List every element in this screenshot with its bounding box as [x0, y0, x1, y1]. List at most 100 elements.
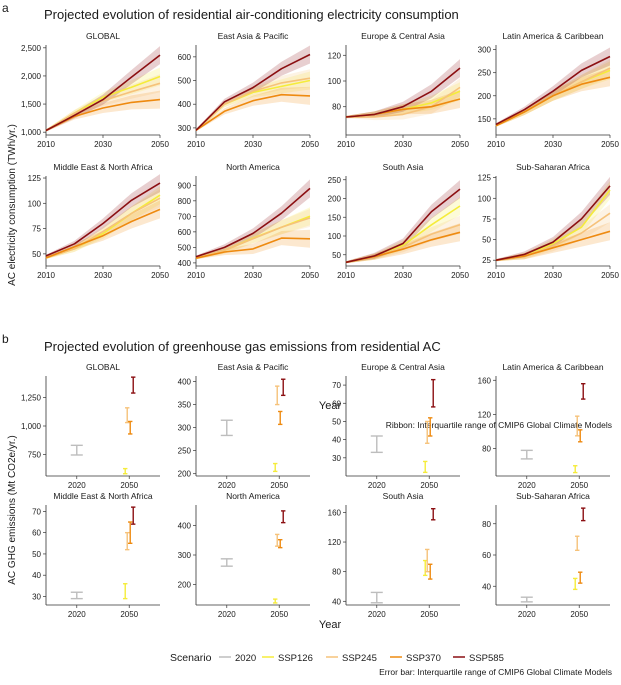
x-tick-label: 2050	[420, 481, 438, 490]
legend-label-ssp585: SSP585	[469, 653, 504, 664]
y-tick-label: 25	[482, 256, 491, 265]
y-tick-label: 1,000	[21, 128, 42, 137]
errorbar-ssp585	[581, 382, 586, 400]
series-line-ssp585	[195, 53, 311, 131]
x-tick-label: 2020	[368, 481, 386, 490]
series-line-ssp585	[45, 54, 161, 132]
y-tick-label: 100	[328, 77, 342, 86]
y-tick-label: 900	[178, 181, 192, 190]
series-line-ssp245	[195, 77, 311, 131]
y-tick-label: 80	[482, 445, 491, 454]
errorbar-ssp585	[281, 510, 286, 524]
y-tick-label: 400	[178, 100, 192, 109]
x-tick-label: 2050	[270, 481, 288, 490]
y-tick-label: 150	[478, 115, 492, 124]
y-tick-label: 800	[178, 197, 192, 206]
errorbar-ssp370	[278, 410, 283, 426]
y-tick-label: 60	[32, 529, 41, 538]
y-tick-label: 50	[482, 236, 491, 245]
panel-a-xlabel: Year	[319, 400, 342, 412]
x-tick-label: 2010	[487, 140, 505, 149]
y-tick-label: 300	[178, 424, 192, 433]
x-tick-label: 2050	[151, 140, 169, 149]
y-tick-label: 50	[32, 550, 41, 559]
ribbon-ssp245	[346, 78, 460, 121]
x-tick-label: 2030	[394, 271, 412, 280]
y-tick-label: 120	[478, 410, 492, 419]
errorbar-ssp126	[123, 583, 128, 600]
x-tick-label: 2010	[487, 271, 505, 280]
y-tick-label: 80	[482, 520, 491, 529]
errorbar-ssp245	[125, 407, 130, 424]
y-tick-label: 120	[328, 538, 342, 547]
errorbar-ssp370	[578, 571, 583, 584]
y-tick-label: 2,500	[21, 44, 42, 53]
x-tick-label: 2050	[451, 271, 469, 280]
y-tick-label: 400	[178, 259, 192, 268]
errorbar-ssp370	[428, 563, 433, 580]
y-tick-label: 750	[28, 450, 42, 459]
series-line-ssp585	[345, 67, 461, 118]
y-tick-label: 125	[28, 174, 42, 183]
errorbar-ssp370	[128, 521, 133, 544]
x-tick-label: 2020	[68, 481, 86, 490]
errorbar-ssp245	[425, 420, 430, 444]
errorbar-ssp126	[573, 577, 578, 591]
y-tick-label: 100	[478, 194, 492, 203]
x-tick-label: 2010	[187, 271, 205, 280]
errorbar-ssp585	[281, 378, 286, 397]
y-tick-label: 40	[332, 597, 341, 606]
errorbar-ssp585	[581, 507, 586, 522]
x-tick-label: 2030	[94, 140, 112, 149]
x-tick-label: 2010	[337, 140, 355, 149]
errorbar-ssp245	[275, 533, 280, 547]
x-tick-label: 2020	[218, 481, 236, 490]
panel-a-ylabel: AC electricity consumption (TWh/yr.)	[7, 124, 18, 286]
x-tick-label: 2030	[244, 140, 262, 149]
legend-label-ssp370: SSP370	[406, 653, 441, 664]
legend: Scenario 2020 SSP126 SSP245 SSP370 SSP58…	[170, 652, 504, 664]
y-tick-label: 50	[332, 251, 341, 260]
x-tick-label: 2020	[518, 481, 536, 490]
ribbon-ssp585	[46, 174, 160, 257]
y-tick-label: 200	[178, 470, 192, 479]
panel-a-note: Ribbon: Interquartile range of CMIP6 Glo…	[386, 420, 612, 430]
series-line-ssp245	[45, 82, 161, 132]
y-tick-label: 160	[478, 376, 492, 385]
x-tick-label: 2020	[518, 610, 536, 619]
errorbar-ssp370	[578, 429, 583, 443]
panel-b-ylabel: AC GHG emissions (Mt CO2e/yr.)	[7, 435, 18, 584]
facet-a-title: Middle East & North Africa	[53, 162, 152, 172]
panel-a-letter: a	[2, 1, 9, 15]
facet-b-north-america: North America 200 300 400 2020 2050	[178, 491, 310, 619]
y-tick-label: 75	[482, 215, 491, 224]
facet-a-title: Sub-Saharan Africa	[516, 162, 590, 172]
facet-a-title: South Asia	[383, 162, 424, 172]
facet-b-title: North America	[226, 491, 280, 501]
errorbar-ssp126	[423, 460, 428, 474]
facet-b-middle-east-and-north-africa: Middle East & North Africa 30 40 50 60 70 2020…	[32, 491, 160, 619]
facet-b-sub-saharan-africa: Sub-Saharan Africa 40 60 80 2020 2050	[482, 491, 610, 619]
series-line-ssp245	[195, 217, 311, 259]
ribbon-ssp126	[496, 181, 610, 262]
x-tick-label: 2020	[218, 610, 236, 619]
y-tick-label: 600	[178, 228, 192, 237]
facet-a-global: GLOBAL 1,000 1,500 2,000 2,500 2010 2030 2050	[21, 31, 169, 149]
y-tick-label: 60	[482, 551, 491, 560]
facet-a-europe-and-central-asia: Europe & Central Asia 80 100 120 2010 2030 205…	[328, 31, 470, 149]
x-tick-label: 2050	[270, 610, 288, 619]
y-tick-label: 80	[332, 568, 341, 577]
ribbon-ssp245	[196, 69, 310, 132]
errorbar-ssp245	[425, 548, 430, 573]
x-tick-label: 2050	[120, 610, 138, 619]
errorbar-2020	[70, 444, 83, 456]
y-tick-label: 600	[178, 53, 192, 62]
x-tick-label: 2030	[394, 140, 412, 149]
y-tick-label: 70	[332, 381, 341, 390]
errorbar-ssp126	[273, 462, 278, 473]
series-line-ssp585	[495, 55, 611, 126]
y-tick-label: 300	[178, 551, 192, 560]
legend-label-ssp126: SSP126	[278, 653, 313, 664]
